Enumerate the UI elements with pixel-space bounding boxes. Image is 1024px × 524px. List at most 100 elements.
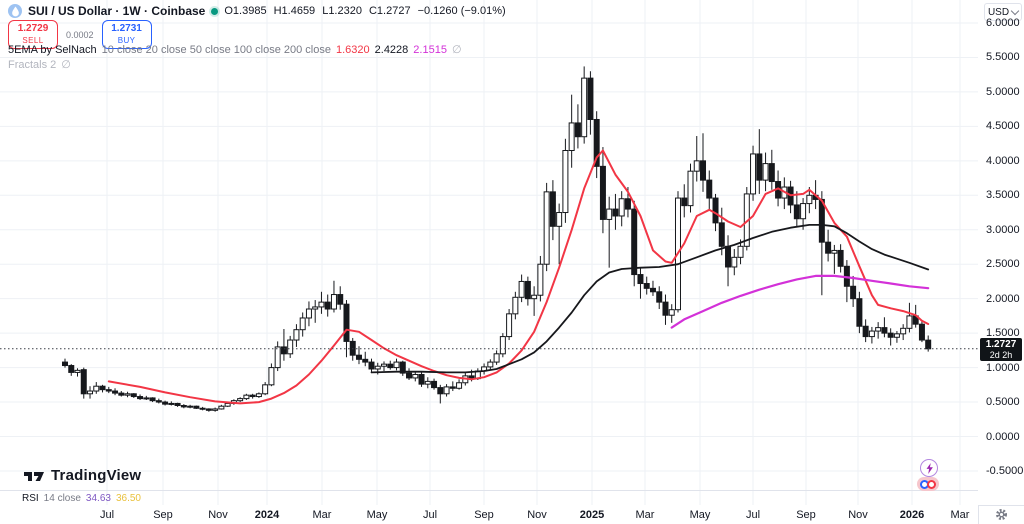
- candle-up: [262, 384, 269, 395]
- candle-up: [562, 150, 569, 214]
- candle-up: [87, 390, 94, 395]
- price-chart-pane[interactable]: [0, 0, 978, 505]
- candle-up: [875, 327, 882, 332]
- candle-up: [543, 191, 550, 265]
- candle-down: [862, 325, 869, 338]
- candle-down: [418, 373, 425, 385]
- ema-fast-value: 1.6320: [335, 43, 370, 56]
- ema-hidden-icon[interactable]: ∅: [451, 44, 462, 56]
- price-tick-label: 3.5000: [986, 189, 1020, 202]
- candle-down: [112, 390, 119, 394]
- candle-up: [412, 373, 419, 379]
- time-tick-month: Jul: [99, 509, 115, 521]
- candle-down: [643, 283, 650, 289]
- price-tick-label: 0.0000: [986, 430, 1020, 443]
- candle-down: [656, 291, 663, 303]
- candle-up: [393, 361, 400, 369]
- candle-down: [155, 400, 162, 403]
- candle-down: [793, 204, 800, 220]
- price-axis[interactable]: USD 6.0000 5.5000 5.0000 4.5000 4.0000 3.5000…: [978, 0, 1024, 505]
- low-value: 1.2320: [328, 5, 362, 17]
- gear-icon[interactable]: [995, 508, 1008, 521]
- trade-panel: 1.2729 SELL 0.0002 1.2731 BUY: [8, 20, 152, 49]
- candle-down: [280, 346, 287, 355]
- candle-up: [868, 330, 875, 338]
- candle-down: [918, 323, 925, 341]
- price-tick-label: 4.5000: [986, 120, 1020, 133]
- candle-up: [487, 361, 494, 368]
- candle-down: [343, 303, 350, 342]
- candle-down: [118, 392, 125, 396]
- open-label: O: [224, 5, 233, 17]
- candle-down: [725, 245, 732, 268]
- candle-down: [406, 372, 413, 379]
- high-value: 1.4659: [281, 5, 316, 17]
- indicator-params: 10 close 20 close 50 close 100 close 200…: [101, 43, 331, 56]
- buy-label: BUY: [117, 35, 136, 45]
- candle-down: [199, 407, 206, 410]
- time-tick-month: Mar: [635, 509, 655, 521]
- candle-up: [668, 309, 675, 316]
- time-tick-year: 2025: [579, 509, 605, 521]
- candle-up: [255, 393, 262, 398]
- candle-down: [681, 197, 688, 207]
- candle-up: [512, 296, 519, 315]
- time-tick-month: May: [689, 509, 711, 521]
- time-axis[interactable]: Jul Sep Nov 2024 Mar May Jul Sep Nov 2025 Mar May Ju…: [0, 505, 978, 524]
- time-tick-year: 2024: [254, 509, 280, 521]
- candle-down: [180, 405, 187, 408]
- flags-marker-icon[interactable]: [917, 477, 939, 491]
- candle-up: [287, 339, 294, 355]
- candle-up: [274, 346, 281, 369]
- symbol-title[interactable]: SUI / US Dollar · 1W · Coinbase: [28, 4, 206, 18]
- buy-button[interactable]: 1.2731 BUY: [101, 20, 152, 49]
- market-status-dot[interactable]: [211, 7, 219, 15]
- currency-dropdown[interactable]: USD: [984, 3, 1022, 21]
- candle-down: [856, 298, 863, 327]
- candle-down: [524, 280, 531, 300]
- lightning-marker-icon[interactable]: [920, 459, 938, 477]
- time-tick-month: Nov: [848, 509, 868, 521]
- low-label: L: [322, 5, 329, 17]
- sell-button[interactable]: 1.2729 SELL: [8, 20, 58, 49]
- candle-up: [305, 308, 312, 319]
- candle-up: [731, 256, 738, 268]
- close-label: C: [368, 5, 377, 17]
- ohlc-values: O1.3985 H1.4659 L1.2320 C1.2727 −0.1260 …: [224, 5, 505, 17]
- candle-down: [431, 380, 438, 389]
- sui-logo-icon[interactable]: [8, 4, 22, 18]
- candle-down: [324, 301, 331, 310]
- candle-up: [831, 249, 838, 254]
- price-tick-label: 2.0000: [986, 292, 1020, 305]
- indicator-legend-ema[interactable]: 5EMA by SelNach 10 close 20 close 50 clo…: [8, 43, 462, 57]
- ma-line-ema-200-magenta: [670, 274, 930, 329]
- candle-up: [800, 203, 807, 220]
- time-tick-month: Sep: [796, 509, 816, 521]
- candle-up: [168, 402, 175, 405]
- candle-down: [193, 405, 200, 409]
- price-tick-label: 1.5000: [986, 327, 1020, 340]
- candle-up: [499, 336, 506, 355]
- bar-countdown: 2d 2h: [989, 349, 1013, 360]
- candle-up: [224, 402, 231, 407]
- candle-up: [737, 245, 744, 258]
- candle-down: [637, 274, 644, 285]
- symbol-header: SUI / US Dollar · 1W · Coinbase O1.3985 …: [8, 4, 506, 18]
- candle-up: [506, 313, 513, 338]
- fractals-hidden-icon[interactable]: ∅: [61, 59, 71, 71]
- fractals-name: Fractals 2: [8, 58, 57, 71]
- sell-label: SELL: [22, 35, 44, 45]
- tradingview-logo[interactable]: TradingView: [24, 467, 141, 484]
- time-tick-month: Jul: [422, 509, 438, 521]
- candle-up: [531, 294, 538, 300]
- rsi-legend[interactable]: RSI 14 close 34.63 36.50: [22, 493, 141, 504]
- change-value: −0.1260 (−9.01%): [417, 5, 506, 17]
- candle-up: [299, 317, 306, 331]
- pane-separator[interactable]: [0, 490, 1024, 491]
- time-tick-month: Mar: [312, 509, 332, 521]
- candle-up: [456, 382, 463, 389]
- indicator-legend-fractals[interactable]: Fractals 2 ∅: [8, 58, 71, 72]
- candle-up: [762, 163, 769, 181]
- candle-up: [618, 198, 625, 217]
